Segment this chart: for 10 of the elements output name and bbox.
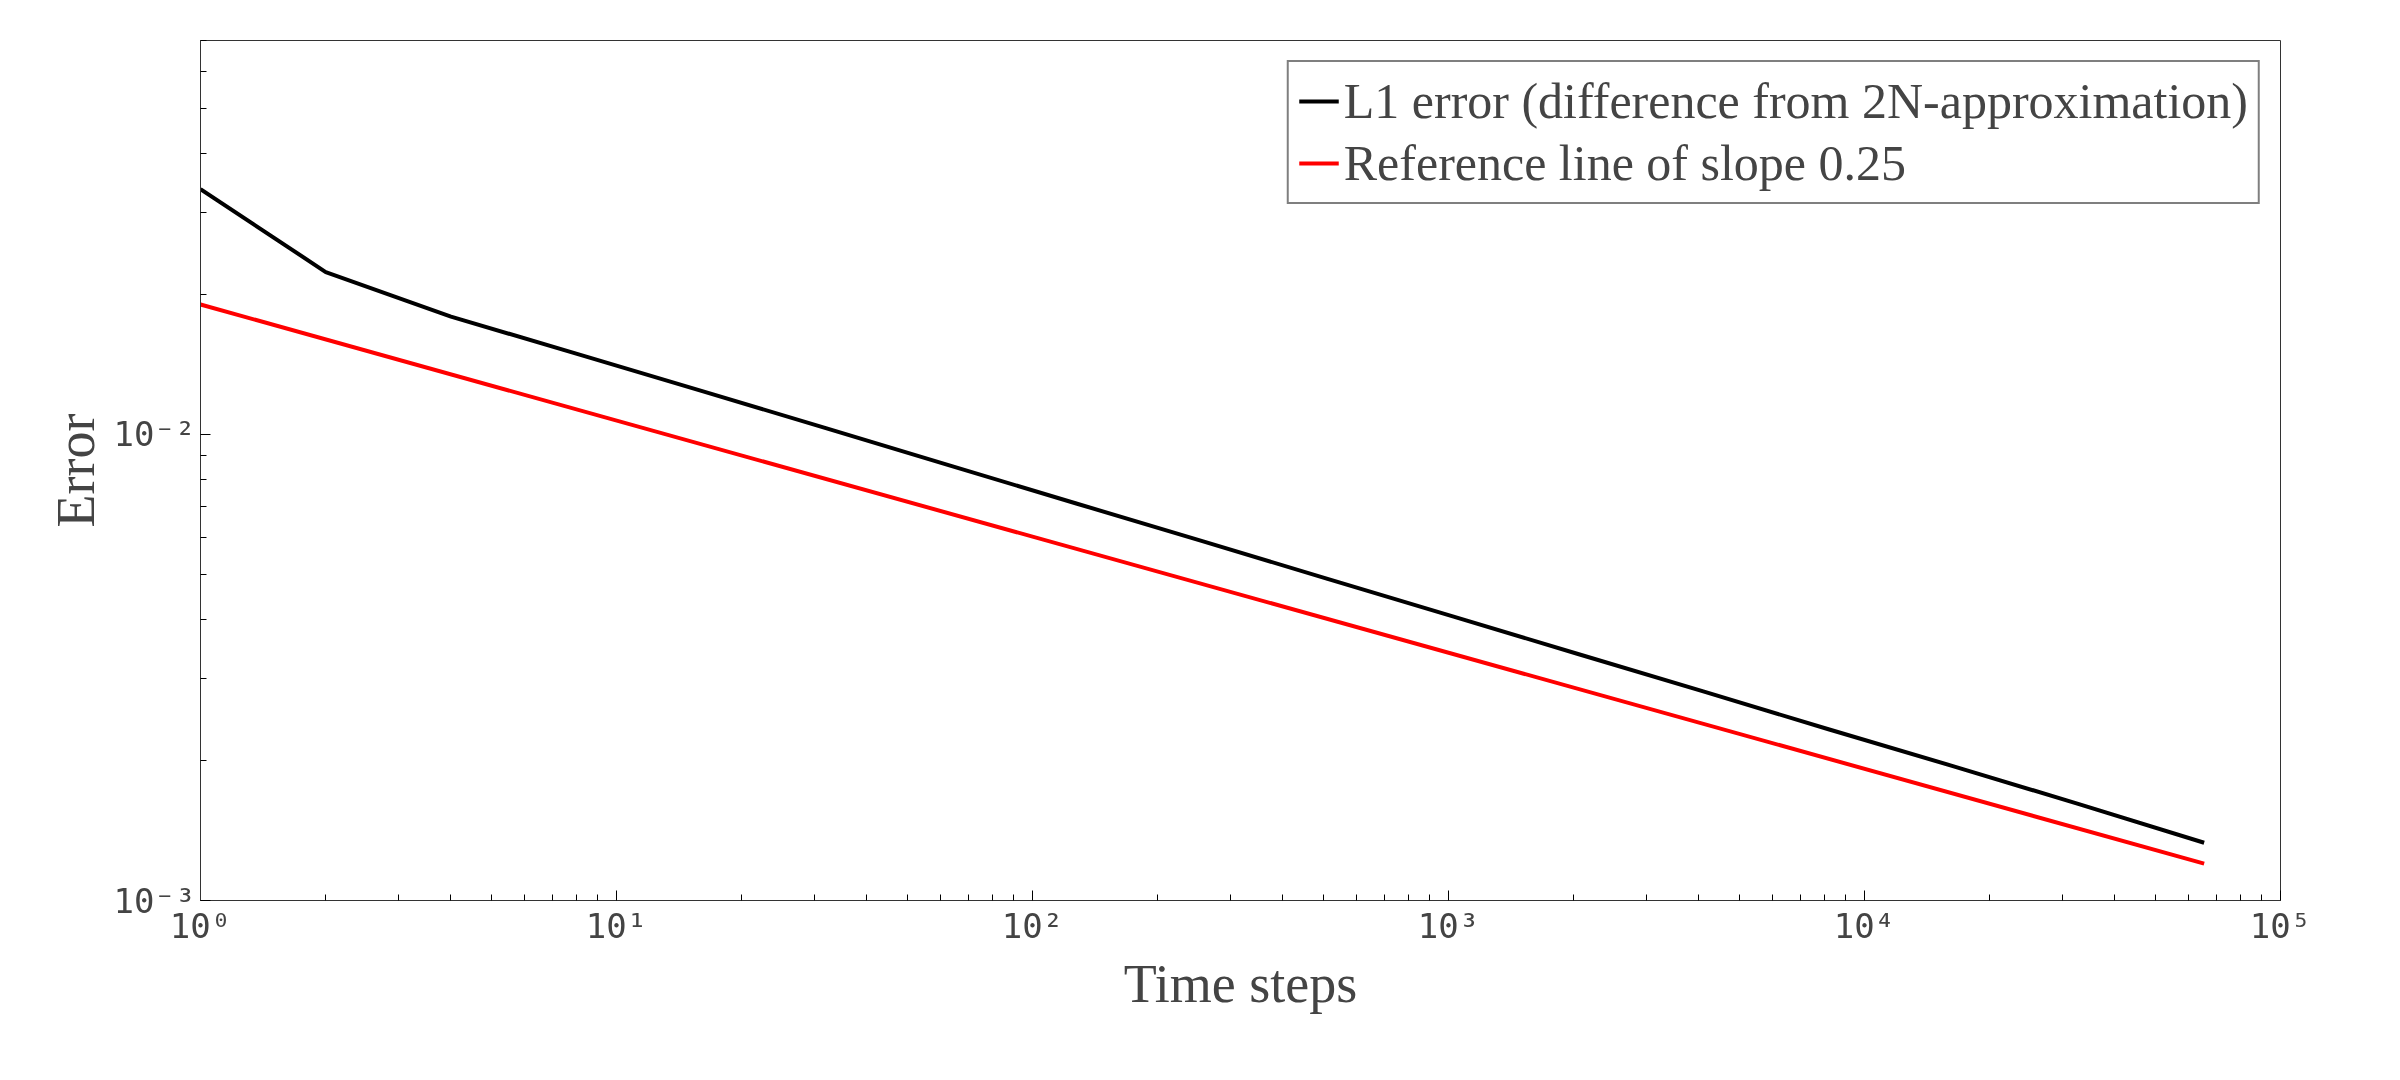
- x-tick-label: 10⁵: [2249, 905, 2312, 946]
- x-tick-label: 10³: [1417, 905, 1480, 946]
- y-axis-title: Error: [45, 413, 106, 528]
- legend-label: L1 error (difference from 2N-approximation): [1343, 72, 2248, 130]
- y-tick-label: 10⁻²: [113, 414, 196, 455]
- x-tick-label: 10⁴: [1833, 905, 1896, 946]
- legend-label: Reference line of slope 0.25: [1343, 134, 1907, 192]
- x-axis-title: Time steps: [1123, 953, 1358, 1014]
- x-tick-label: 10²: [1001, 905, 1064, 946]
- x-tick-label: 10¹: [585, 905, 648, 946]
